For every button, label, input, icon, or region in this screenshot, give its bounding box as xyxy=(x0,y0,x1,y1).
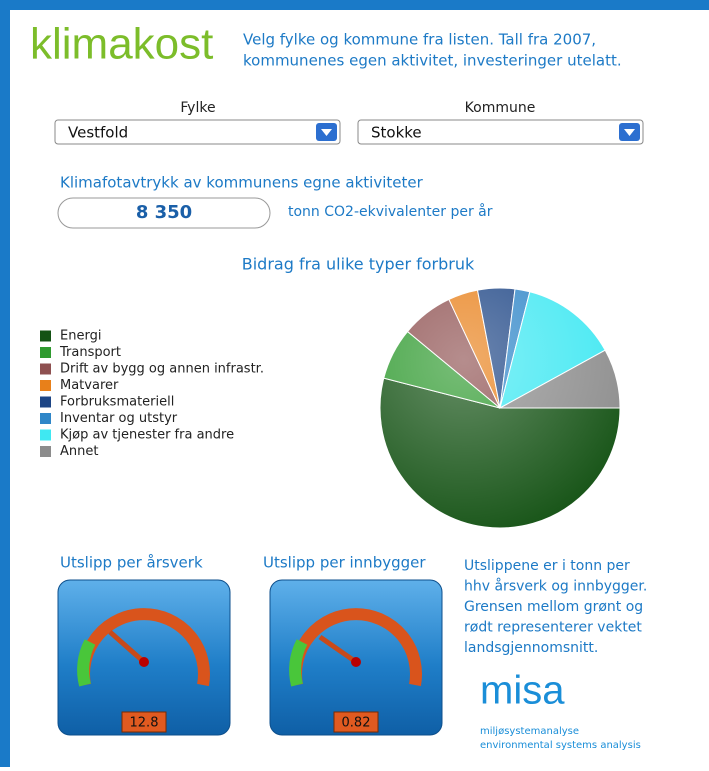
legend-swatch xyxy=(40,413,51,424)
dropdown-value[interactable]: Stokke xyxy=(371,124,422,142)
gauge-display xyxy=(333,711,379,733)
gauge-value: 12.8 xyxy=(130,716,159,731)
legend-swatch xyxy=(40,396,51,408)
select-label: Kommune xyxy=(465,100,536,116)
gauge: 0.82 xyxy=(269,579,443,736)
pie-gloss xyxy=(380,288,620,528)
dropdown-arrow xyxy=(321,129,332,136)
note-line: rødt representerer vektet xyxy=(464,620,642,636)
note-line: Grensen mellom grønt og xyxy=(464,599,643,615)
gauge-scale-green xyxy=(289,639,308,687)
dropdown-box[interactable] xyxy=(357,119,644,145)
gauge-needle xyxy=(108,630,146,664)
note-line: Utslippene er i tonn per xyxy=(464,558,630,574)
legend-label: Inventar og utstyr xyxy=(60,411,178,426)
gauge-hub xyxy=(351,657,361,667)
frame-top xyxy=(0,0,709,10)
legend-swatch xyxy=(40,380,51,391)
dropdown-value[interactable]: Vestfold xyxy=(68,124,128,142)
gauge-display xyxy=(121,711,167,733)
legend-swatch xyxy=(40,429,51,441)
gauge-hub xyxy=(139,657,149,667)
gauge-title: Utslipp per årsverk xyxy=(60,554,203,572)
footprint-title: Klimafotavtrykk av kommunens egne aktivi… xyxy=(60,174,424,192)
legend-swatch xyxy=(40,446,51,457)
legend-label: Annet xyxy=(60,444,98,459)
legend-label: Forbruksmateriell xyxy=(60,395,174,410)
gauge: 12.8 xyxy=(57,579,231,736)
header-text: Velg fylke og kommune fra listen. Tall f… xyxy=(243,31,596,49)
legend-label: Matvarer xyxy=(60,378,119,393)
gauge-title: Utslipp per innbygger xyxy=(263,554,426,572)
legend-swatch xyxy=(40,363,51,375)
misa-line: miljøsystemanalyse xyxy=(480,726,579,737)
footprint-box xyxy=(57,197,271,229)
frame-left xyxy=(0,0,10,767)
legend-label: Kjøp av tjenester fra andre xyxy=(60,428,234,443)
dropdown-box[interactable] xyxy=(54,119,341,145)
note: Utslippene er i tonn per hhv årsverk og i… xyxy=(464,558,647,656)
legend-label: Energi xyxy=(60,329,101,344)
legend-label: Drift av bygg og annen infrastr. xyxy=(60,362,264,377)
footprint-unit: tonn CO2-ekvivalenter per år xyxy=(288,203,493,220)
select-label: Fylke xyxy=(180,100,215,116)
gauge-value: 0.82 xyxy=(342,716,371,731)
logo: klimakost xyxy=(30,20,213,69)
legend-label: Transport xyxy=(59,345,121,360)
footprint-value: 8 350 xyxy=(136,202,192,223)
dropdown[interactable]: Stokke xyxy=(357,119,644,145)
misa-line: environmental systems analysis xyxy=(480,740,641,751)
gauge-scale-green xyxy=(77,639,96,687)
dropdown-arrow xyxy=(624,129,635,136)
gauge-needle xyxy=(318,634,358,665)
legend-swatch xyxy=(40,330,51,342)
legend-swatch xyxy=(40,347,51,358)
dropdown[interactable]: Vestfold xyxy=(54,119,341,145)
misa-logo: misa xyxy=(480,669,565,713)
note-line: landsgjennomsnitt. xyxy=(464,640,598,656)
header-text: kommunenes egen aktivitet, investeringer… xyxy=(243,52,622,70)
chart-title: Bidrag fra ulike typer forbruk xyxy=(242,255,475,274)
note-line: hhv årsverk og innbygger. xyxy=(464,578,647,595)
